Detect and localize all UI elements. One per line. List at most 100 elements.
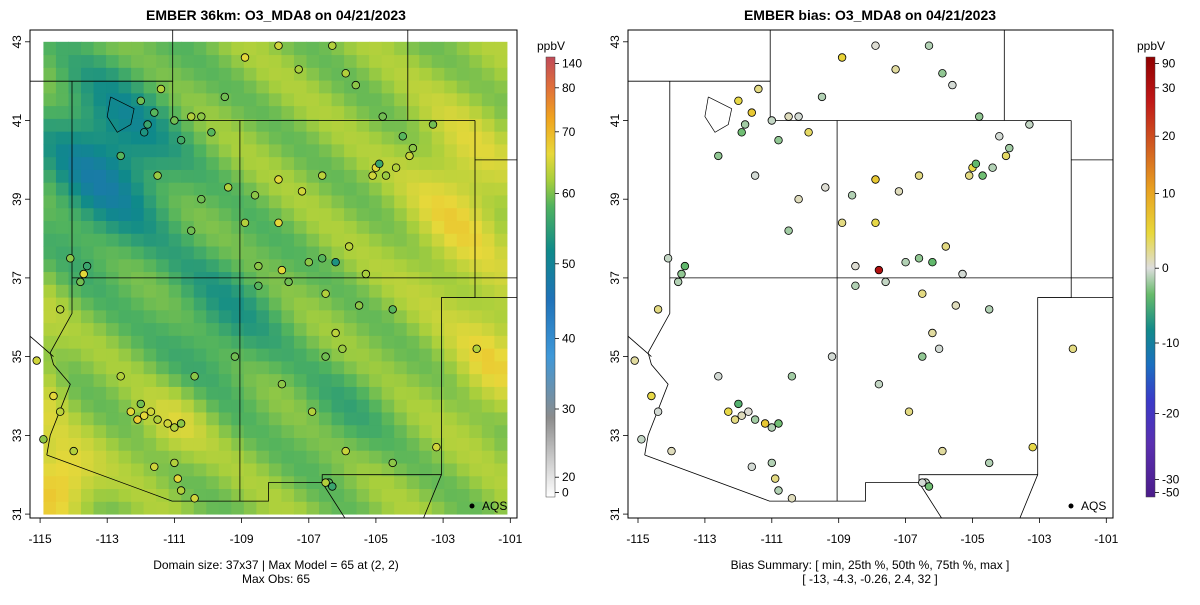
grid-cell <box>281 233 295 247</box>
grid-cell <box>156 335 170 349</box>
grid-cell <box>68 335 82 349</box>
grid-cell <box>469 450 483 464</box>
grid-cell <box>68 399 82 413</box>
grid-cell <box>243 169 257 183</box>
grid-cell <box>394 488 408 502</box>
grid-cell <box>143 41 157 56</box>
grid-cell <box>381 488 395 502</box>
station-marker <box>254 281 263 290</box>
grid-cell <box>481 501 495 515</box>
grid-cell <box>306 156 320 170</box>
station-marker <box>274 218 283 227</box>
station-marker <box>901 258 910 267</box>
grid-cell <box>306 131 320 145</box>
grid-cell <box>469 284 483 298</box>
grid-cell <box>118 501 132 515</box>
grid-cell <box>419 118 433 132</box>
grid-cell <box>293 131 307 145</box>
grid-cell <box>256 360 270 375</box>
grid-cell <box>93 360 107 375</box>
grid-cell <box>106 360 120 375</box>
grid-cell <box>331 182 345 196</box>
grid-cell <box>106 501 120 515</box>
grid-cell <box>118 463 132 477</box>
station-marker <box>139 128 149 137</box>
left-map-frame <box>29 29 518 519</box>
station-marker <box>774 419 783 428</box>
grid-cell <box>218 118 232 132</box>
grid-cell <box>43 92 57 107</box>
grid-cell <box>306 54 320 68</box>
grid-cell <box>55 501 69 515</box>
station-marker <box>150 462 159 471</box>
grid-cell <box>481 41 495 56</box>
station-marker <box>737 411 746 420</box>
station-marker <box>771 474 780 483</box>
grid-cell <box>456 360 470 375</box>
station-marker <box>197 112 206 121</box>
grid-cell <box>55 207 69 221</box>
grid-cell <box>344 399 358 413</box>
grid-cell <box>356 501 370 515</box>
colorbar-tick-label: 0 <box>1162 261 1169 275</box>
grid-cell <box>444 194 458 209</box>
grid-cell <box>394 54 408 68</box>
grid-cell <box>218 475 232 490</box>
grid-cell <box>68 131 82 145</box>
right-colorbar <box>1145 56 1156 498</box>
grid-cell <box>143 309 157 324</box>
grid-cell <box>344 297 358 311</box>
grid-cell <box>118 131 132 145</box>
grid-cell <box>431 54 445 68</box>
grid-cell <box>143 156 157 170</box>
grid-cell <box>193 309 207 324</box>
grid-cell <box>55 233 69 247</box>
right-map-frame <box>627 29 1114 519</box>
grid-cell <box>406 207 420 221</box>
grid-cell <box>306 450 320 464</box>
y-tick-label: 43 <box>10 35 24 49</box>
grid-cell <box>206 488 220 502</box>
station-marker <box>341 446 350 456</box>
grid-cell <box>118 335 132 349</box>
grid-cell <box>281 143 295 158</box>
station-marker <box>341 69 350 78</box>
grid-cell <box>156 220 170 234</box>
station-marker <box>49 391 58 401</box>
grid-cell <box>81 105 95 119</box>
grid-cell <box>131 246 145 260</box>
grid-cell <box>206 322 220 336</box>
grid-cell <box>168 297 182 311</box>
grid-cell <box>118 182 132 196</box>
station-marker <box>744 407 753 416</box>
grid-cell <box>143 258 157 273</box>
grid-cell <box>356 284 370 298</box>
grid-cell <box>394 348 408 362</box>
grid-cell <box>369 475 383 490</box>
grid-cell <box>494 131 508 145</box>
grid-cell <box>218 450 232 464</box>
grid-cell <box>344 156 358 170</box>
grid-cell <box>256 131 270 145</box>
grid-cell <box>444 118 458 132</box>
grid-cell <box>356 105 370 119</box>
grid-cell <box>218 335 232 349</box>
grid-cell <box>369 284 383 298</box>
grid-cell <box>93 220 107 234</box>
grid-cell <box>419 348 433 362</box>
grid-cell <box>81 207 95 221</box>
station-marker <box>153 171 162 180</box>
grid-cell <box>193 41 207 56</box>
grid-cell <box>369 411 383 426</box>
grid-cell <box>281 297 295 311</box>
grid-cell <box>344 463 358 477</box>
y-tick-label: 39 <box>10 192 24 206</box>
grid-cell <box>131 220 145 234</box>
grid-cell <box>231 463 245 477</box>
grid-cell <box>319 143 333 158</box>
station-marker <box>318 254 327 263</box>
grid-cell <box>494 194 508 209</box>
station-marker <box>116 372 125 381</box>
grid-cell <box>181 284 195 298</box>
